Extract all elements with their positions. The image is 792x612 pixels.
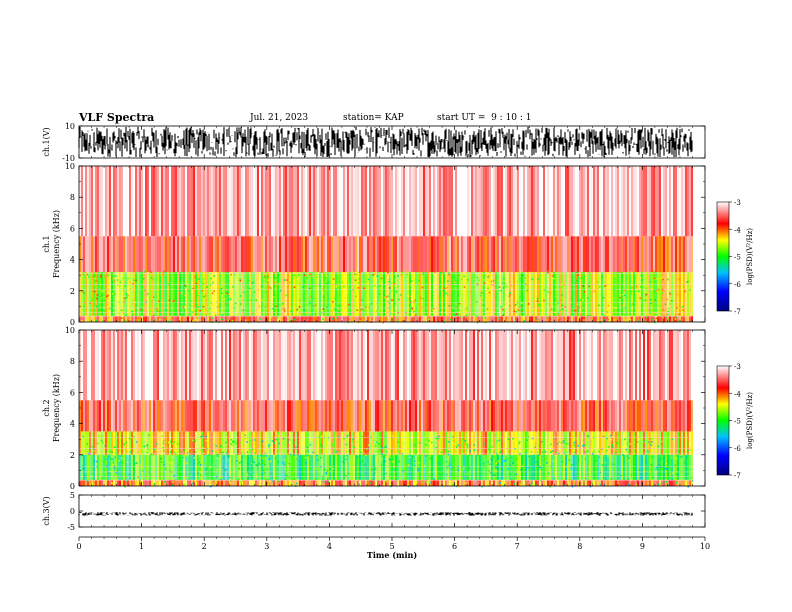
ch1-colorbar: -3 -4 -5 -6 -7 log(PSD)(V²/Hz) xyxy=(716,199,754,316)
ch3-series-line xyxy=(78,512,693,516)
x-tick-label: 3 xyxy=(264,542,269,551)
colorbar-tick-label: -5 xyxy=(734,418,741,426)
y-tick-label: 6 xyxy=(70,224,75,233)
x-tick-label: 8 xyxy=(577,542,582,551)
spectrogram-band xyxy=(79,315,693,322)
y-tick-label: 10 xyxy=(65,326,75,335)
spectrogram-band xyxy=(79,431,693,455)
y-tick-label: -5 xyxy=(67,523,75,532)
y-tick-label: 0 xyxy=(70,507,75,516)
spectrogram-band xyxy=(79,236,693,273)
y-axis-label: ch.1(V) xyxy=(42,127,51,156)
colorbar-tick-label: -3 xyxy=(734,199,741,207)
ch2-spectrogram xyxy=(79,330,693,488)
spectrogram-band xyxy=(79,454,693,480)
spectrogram-band xyxy=(79,400,693,432)
y-tick-label: 4 xyxy=(70,256,75,265)
y-tick-label: 10 xyxy=(65,122,75,131)
x-tick-label: 5 xyxy=(389,542,394,551)
y-tick-label: 8 xyxy=(70,193,75,202)
y-tick-label: -10 xyxy=(62,154,75,163)
spectrogram-band xyxy=(79,479,693,486)
x-tick-label: 2 xyxy=(202,542,207,551)
figure-title: VLF Spectra xyxy=(79,111,155,124)
ch1-series-line xyxy=(78,126,693,158)
panel-2-axes: 0 2 4 6 8 10 ch.2 Frequency (kHz) xyxy=(42,326,706,491)
y-axis-label: Frequency (kHz) xyxy=(52,374,61,442)
ch2-colorbar: -3 -4 -5 -6 -7 log(PSD)(V²/Hz) xyxy=(716,363,754,480)
y-tick-label: 4 xyxy=(70,420,75,429)
ch3-trace xyxy=(78,512,693,516)
spectrogram-band xyxy=(79,166,693,237)
x-axis-label: Time (min) xyxy=(367,550,417,560)
y-axis-label: ch.3(V) xyxy=(42,496,51,525)
colorbar-tick-label: -7 xyxy=(734,308,741,316)
x-tick-label: 1 xyxy=(139,542,144,551)
panel-1-axes: 0 2 4 6 8 10 ch.1 Frequency (kHz) xyxy=(42,162,706,327)
colorbar-gradient xyxy=(716,365,730,476)
date-label: Jul. 21, 2023 xyxy=(250,113,309,123)
y-tick-label: 0 xyxy=(70,318,75,327)
colorbar-label: log(PSD)(V²/Hz) xyxy=(746,228,754,285)
colorbar-tick-label: -6 xyxy=(734,445,741,453)
y-tick-label: 6 xyxy=(70,388,75,397)
y-axis-label: ch.1 xyxy=(42,235,51,252)
colorbar-tick-label: -4 xyxy=(734,226,741,234)
colorbar-tick-label: -3 xyxy=(734,363,741,371)
colorbar-label: log(PSD)(V²/Hz) xyxy=(746,392,754,449)
colorbar-tick-label: -7 xyxy=(734,472,741,480)
spectrogram-band xyxy=(79,272,693,316)
panel-0-axes: 10 -10 ch.1(V) xyxy=(42,122,706,163)
x-tick-label: 4 xyxy=(327,542,332,551)
colorbar-gradient xyxy=(716,201,730,312)
y-tick-label: 0 xyxy=(70,482,75,491)
x-tick-label: 9 xyxy=(640,542,645,551)
ch1-waveform xyxy=(78,126,693,158)
start-time-label: start UT = 9 : 10 : 1 xyxy=(437,113,532,123)
panel-frame xyxy=(78,494,706,528)
y-axis-label: ch.2 xyxy=(42,399,51,416)
x-tick-label: 7 xyxy=(515,542,520,551)
y-tick-label: 2 xyxy=(70,451,75,460)
y-axis-label: Frequency (kHz) xyxy=(52,210,61,278)
colorbar-tick-label: -6 xyxy=(734,281,741,289)
colorbar-tick-label: -4 xyxy=(734,390,741,398)
ch1-spectrogram xyxy=(79,166,693,324)
colorbar-tick-label: -5 xyxy=(734,254,741,262)
station-label: station= KAP xyxy=(343,113,404,123)
y-tick-label: 2 xyxy=(70,287,75,296)
y-tick-label: 5 xyxy=(70,491,75,500)
spectrogram-band xyxy=(79,330,693,401)
y-tick-label: 10 xyxy=(65,162,75,171)
x-tick-label: 0 xyxy=(76,542,81,551)
x-tick-label: 6 xyxy=(452,542,457,551)
y-tick-label: 8 xyxy=(70,357,75,366)
x-tick-label: 10 xyxy=(700,542,710,551)
panel-3-axes: 5 0 -5 ch.3(V) xyxy=(42,491,706,532)
